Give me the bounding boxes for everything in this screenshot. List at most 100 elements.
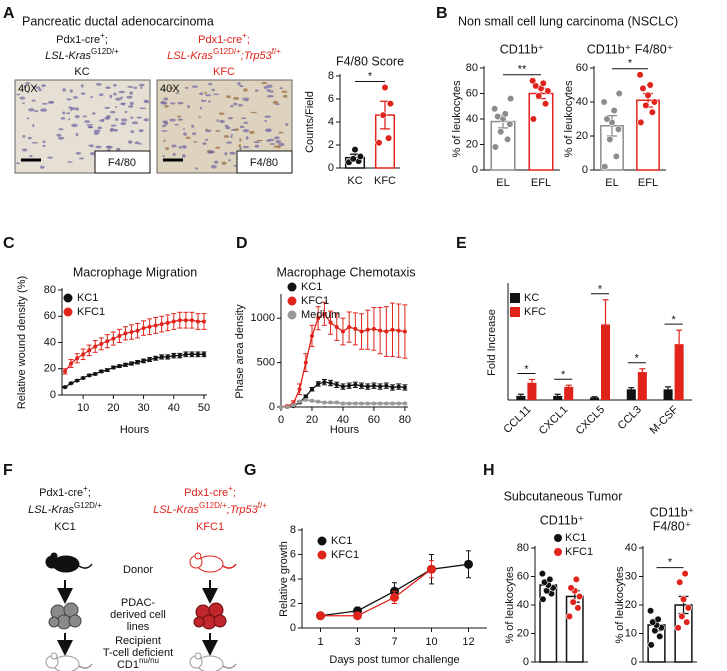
- legend-marker: [63, 293, 73, 303]
- data-point: [610, 106, 618, 115]
- x-tick-label: 10: [77, 402, 89, 414]
- y-tick-label: 2: [290, 597, 296, 609]
- data-point: [81, 352, 86, 357]
- nucleus: [199, 92, 204, 96]
- data-point: [316, 381, 321, 386]
- data-point: [99, 341, 104, 346]
- y-tick-label: 30: [625, 570, 637, 582]
- y-tick-label: 20: [576, 130, 588, 142]
- data-point: [117, 333, 122, 338]
- significance: *: [368, 70, 373, 82]
- data-point: [538, 570, 547, 578]
- data-point: [328, 400, 333, 405]
- nucleus: [253, 141, 260, 144]
- data-point: [135, 360, 140, 365]
- data-point: [328, 381, 333, 386]
- data-point: [165, 354, 170, 359]
- cell-cluster: [48, 602, 82, 630]
- x-tick-label: CCL11: [501, 404, 533, 436]
- y-tick-label: 8: [328, 70, 334, 82]
- nucleus: [75, 151, 82, 155]
- nucleus: [47, 100, 53, 104]
- nucleus: [183, 132, 188, 136]
- stain-box: [236, 150, 293, 174]
- legend-label: KFC: [524, 306, 546, 318]
- x-tick-label: 80: [399, 414, 411, 426]
- legend-marker: [63, 307, 73, 317]
- nucleus: [201, 100, 207, 102]
- nucleus: [191, 124, 195, 128]
- data-point: [494, 112, 502, 121]
- nucleus: [285, 123, 289, 126]
- text-part: G12D/+: [199, 501, 227, 510]
- chart-title: CD11b⁺: [500, 42, 545, 56]
- data-point: [351, 146, 359, 154]
- x-tick-label: 12: [462, 636, 474, 648]
- nucleus: [118, 90, 126, 94]
- chart-title: F4/80⁺: [653, 519, 692, 533]
- data-point: [390, 592, 399, 602]
- data-point: [111, 365, 116, 370]
- nucleus: [279, 87, 283, 90]
- nucleus: [90, 96, 94, 98]
- genotype: KFC1: [196, 521, 224, 533]
- nucleus: [282, 94, 288, 98]
- nucleus: [266, 95, 274, 98]
- data-point: [316, 316, 321, 321]
- data-point: [637, 118, 645, 126]
- nucleus: [225, 126, 231, 130]
- nucleus: [95, 82, 102, 86]
- x-tick-label: 10: [425, 636, 437, 648]
- data-point: [378, 328, 383, 333]
- genotype: LSL-KrasG12D/+: [45, 47, 119, 62]
- data-point: [183, 352, 188, 357]
- x-axis-label: Hours: [120, 424, 150, 436]
- nucleus: [239, 85, 244, 88]
- nucleus: [256, 139, 264, 142]
- nucleus: [264, 115, 271, 118]
- nucleus: [138, 129, 144, 133]
- nucleus: [116, 147, 121, 152]
- nucleus: [239, 125, 245, 129]
- data-point: [396, 401, 401, 406]
- nucleus: [237, 81, 241, 86]
- data-point: [63, 385, 68, 390]
- nucleus: [72, 96, 79, 99]
- nucleus: [233, 164, 237, 167]
- nucleus: [62, 88, 67, 92]
- nucleus: [192, 132, 197, 136]
- nucleus: [66, 161, 73, 163]
- bar: [589, 397, 599, 400]
- data-point: [359, 401, 364, 406]
- x-tick-label: 1: [317, 636, 323, 648]
- x-tick-label: 7: [391, 636, 397, 648]
- bar: [553, 395, 563, 400]
- nucleus: [42, 140, 46, 143]
- text-part: PDAC-: [121, 597, 156, 609]
- x-tick-label: CCL3: [616, 404, 644, 432]
- significance: *: [668, 557, 673, 569]
- nucleus: [232, 96, 240, 100]
- x-axis-label: Days post tumor challenge: [329, 654, 459, 666]
- nucleus: [138, 83, 145, 87]
- nucleus: [205, 94, 212, 97]
- data-point: [384, 383, 389, 388]
- text-part: Pdx1-cre: [184, 487, 228, 499]
- y-axis-label: % of leukocytes: [451, 80, 463, 158]
- text-part: Recipient: [115, 635, 161, 647]
- significance: **: [518, 64, 527, 76]
- cell-cluster: [193, 602, 227, 630]
- legend-label: KC1: [301, 281, 322, 293]
- nucleus: [226, 95, 231, 99]
- x-tick-label: CXCL5: [574, 404, 608, 438]
- nucleus: [162, 101, 168, 105]
- nucleus: [25, 82, 31, 85]
- nucleus: [124, 110, 128, 114]
- nucleus: [202, 142, 207, 145]
- x-tick-label: 60: [368, 414, 380, 426]
- y-tick-label: 20: [517, 627, 529, 639]
- nucleus: [239, 147, 242, 151]
- nucleus: [78, 157, 85, 160]
- data-point: [123, 362, 128, 367]
- data-point: [309, 398, 314, 403]
